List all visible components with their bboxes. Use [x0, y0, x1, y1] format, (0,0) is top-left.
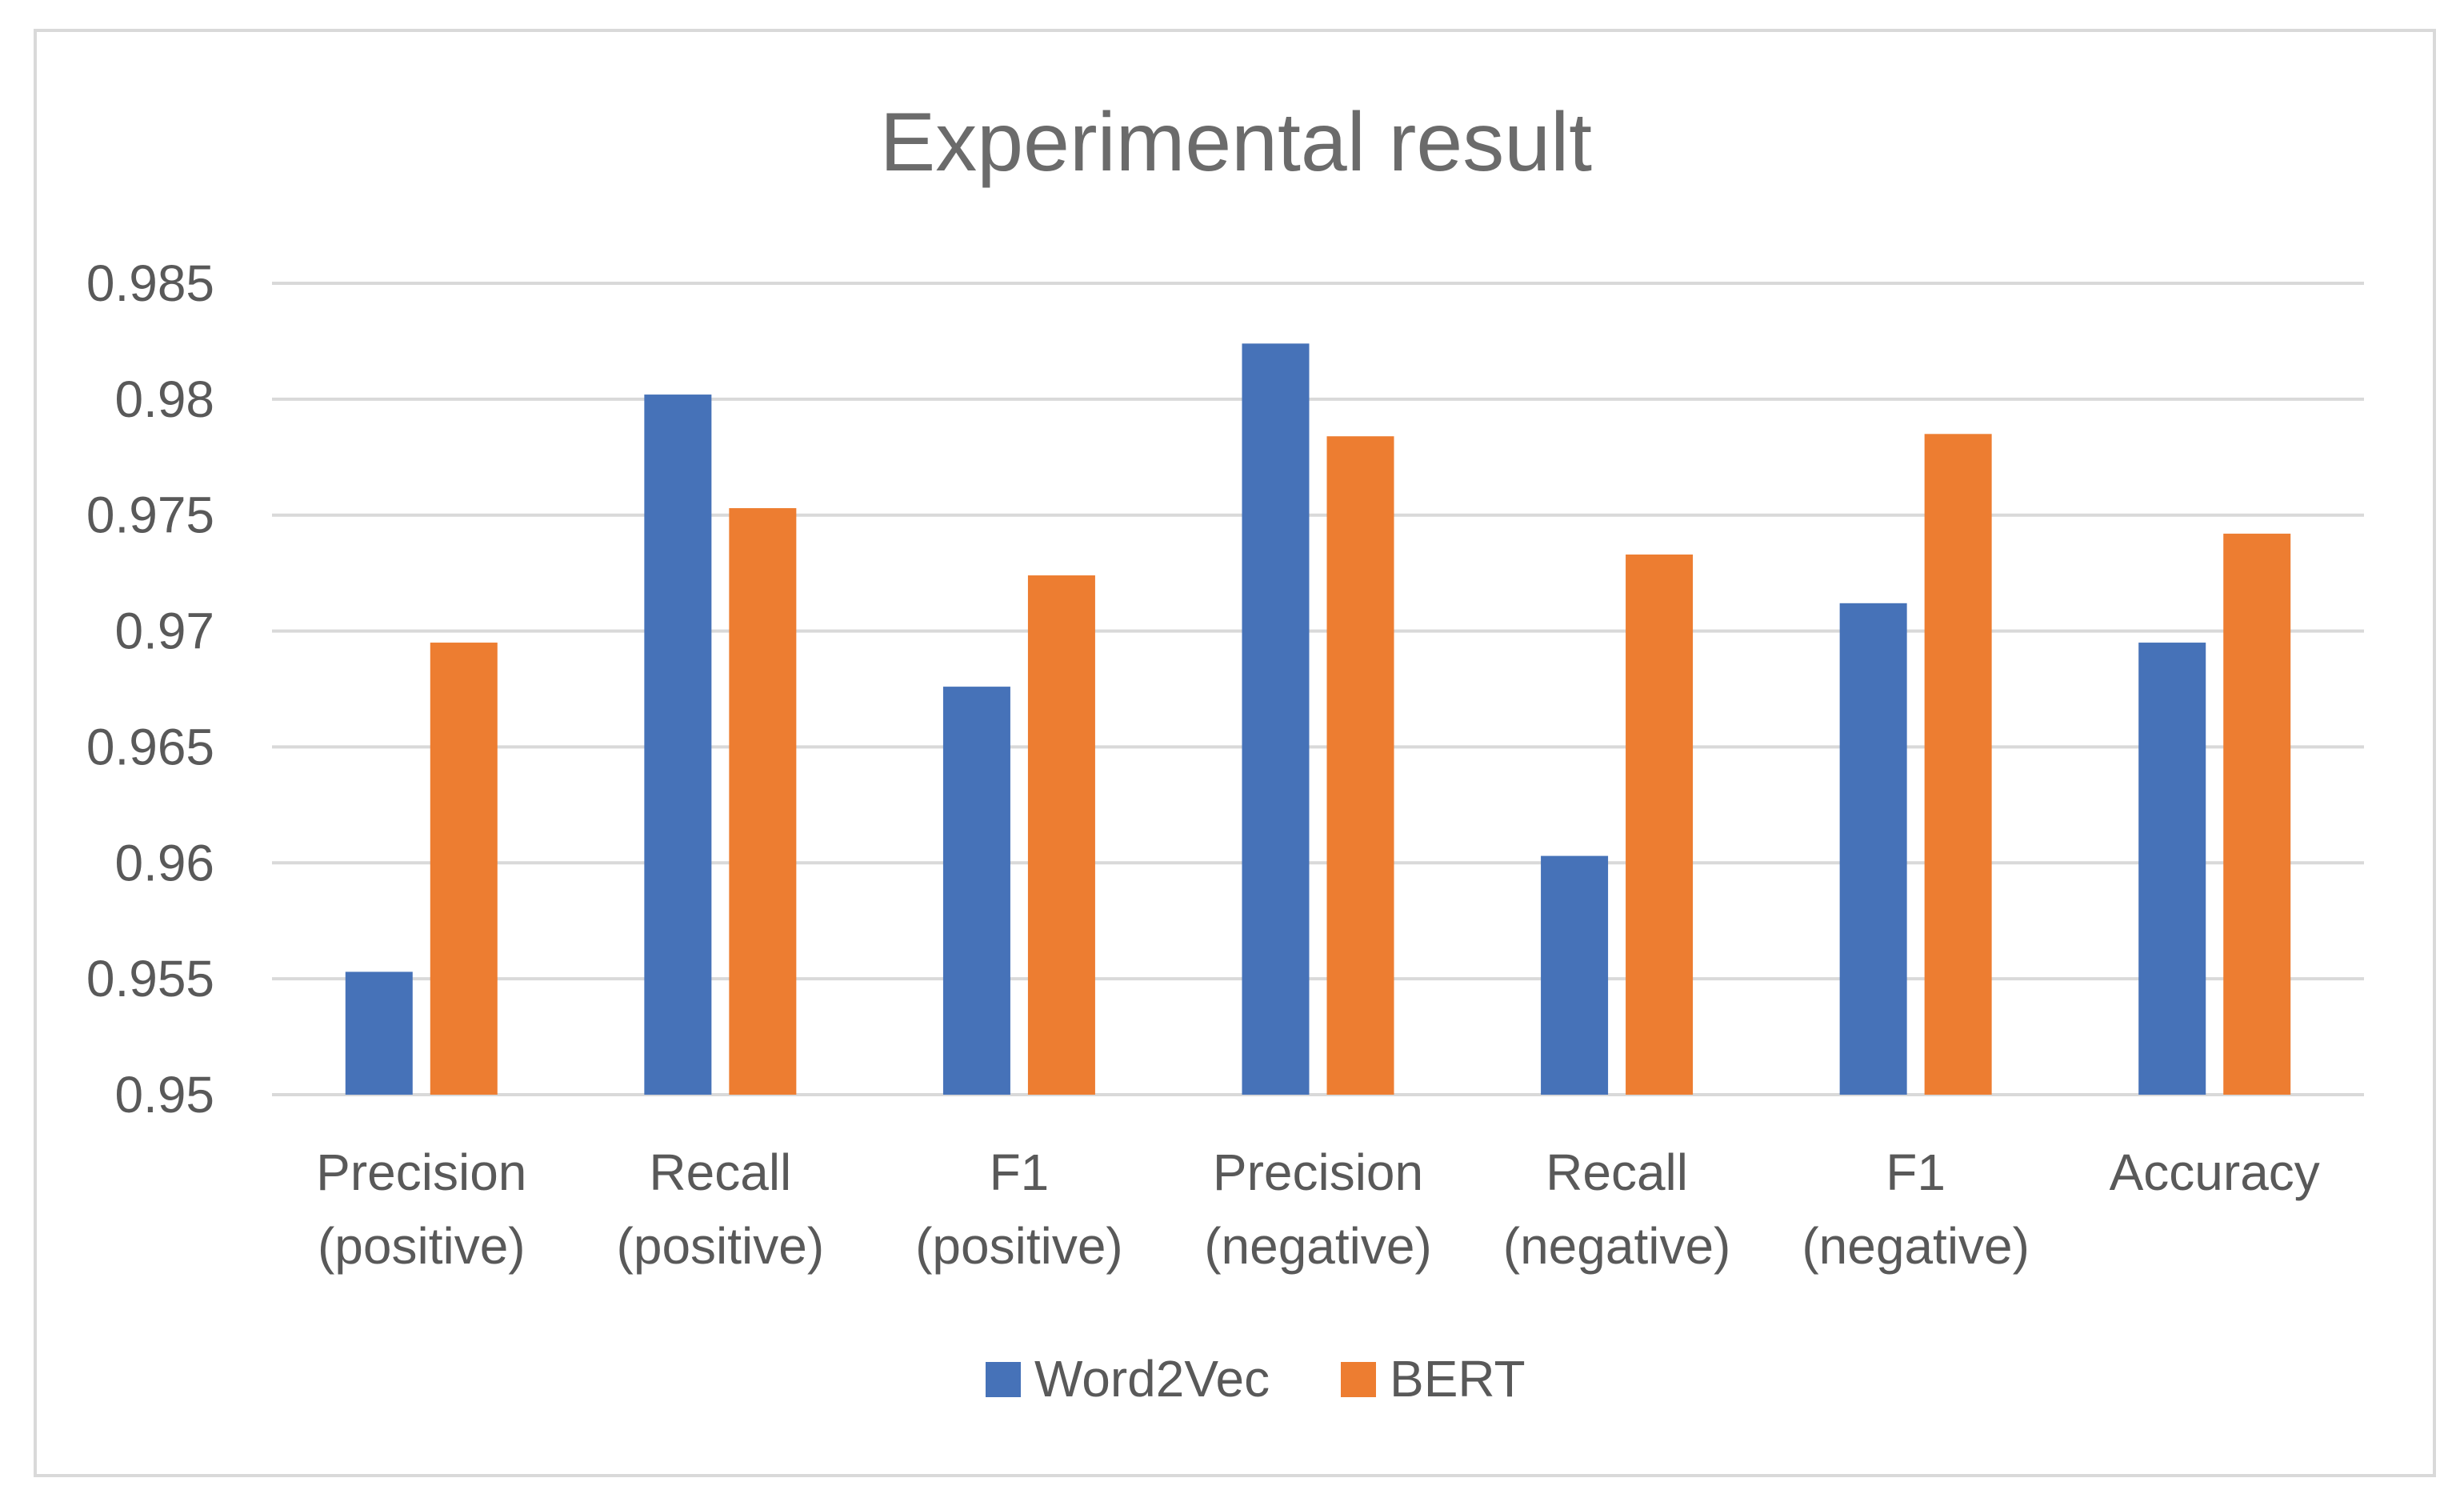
- legend-swatch-bert: [1341, 1362, 1376, 1397]
- bar-word2vec-0: [345, 971, 413, 1095]
- x-tick-label: Precision: [1213, 1144, 1423, 1201]
- bar-word2vec-3: [1242, 343, 1310, 1095]
- legend-label-word2vec: Word2Vec: [1034, 1350, 1270, 1408]
- bar-bert-2: [1027, 575, 1095, 1095]
- bar-bert-5: [1924, 434, 1992, 1095]
- bar-word2vec-5: [1839, 603, 1907, 1095]
- gridlines: [272, 282, 2364, 1096]
- bar-bert-1: [729, 508, 797, 1095]
- y-axis-ticks: 0.95 0.955 0.96 0.965 0.97 0.975 0.98 0.985: [86, 254, 214, 1123]
- y-tick-label: 0.95: [114, 1066, 214, 1123]
- y-tick-label: 0.975: [86, 487, 214, 544]
- x-tick-label: (negative): [1802, 1217, 2030, 1275]
- bar-bert-6: [2223, 533, 2291, 1095]
- bars: [345, 343, 2291, 1095]
- x-tick-label: F1: [990, 1144, 1050, 1201]
- legend-label-bert: BERT: [1390, 1350, 1526, 1408]
- x-tick-label: (negative): [1503, 1217, 1731, 1275]
- x-tick-label: (positive): [915, 1217, 1123, 1275]
- x-tick-label: Accuracy: [2110, 1144, 2320, 1201]
- bar-bert-0: [430, 643, 498, 1095]
- y-tick-label: 0.96: [114, 834, 214, 891]
- chart-title: Experimental result: [880, 96, 1592, 189]
- x-tick-label: (negative): [1204, 1217, 1432, 1275]
- bar-bert-3: [1326, 436, 1394, 1095]
- legend: Word2Vec BERT: [986, 1350, 1526, 1408]
- x-tick-label: (positive): [617, 1217, 825, 1275]
- x-tick-label: Recall: [649, 1144, 791, 1201]
- x-axis-labels: Precision (positive) Recall (positive) F1 (po…: [316, 1144, 2320, 1275]
- bar-word2vec-4: [1541, 855, 1609, 1095]
- y-tick-label: 0.97: [114, 603, 214, 660]
- bar-word2vec-2: [942, 687, 1010, 1095]
- x-tick-label: (positive): [318, 1217, 526, 1275]
- bar-word2vec-6: [2138, 643, 2206, 1095]
- legend-swatch-word2vec: [986, 1362, 1021, 1397]
- bar-word2vec-1: [644, 395, 712, 1095]
- y-tick-label: 0.98: [114, 370, 214, 428]
- x-tick-label: Precision: [316, 1144, 526, 1201]
- y-tick-label: 0.985: [86, 254, 214, 312]
- y-tick-label: 0.955: [86, 950, 214, 1007]
- x-tick-label: F1: [1886, 1144, 1946, 1201]
- y-tick-label: 0.965: [86, 718, 214, 775]
- x-tick-label: Recall: [1546, 1144, 1688, 1201]
- bar-bert-4: [1626, 554, 1694, 1095]
